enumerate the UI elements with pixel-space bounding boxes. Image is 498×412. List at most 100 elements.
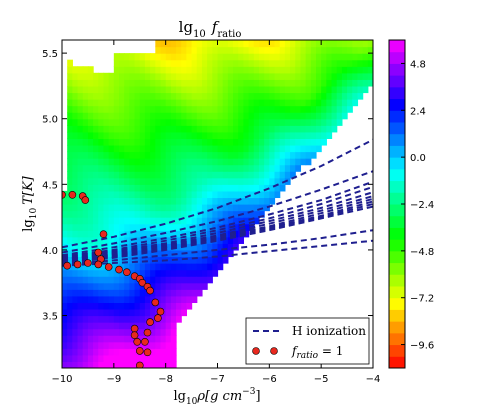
heatmap-cell [87,249,94,258]
heatmap-cell [212,164,219,172]
heatmap-cell [201,269,208,277]
heatmap-cell [170,302,177,310]
heatmap-cell [103,302,110,310]
heatmap-cell [134,112,141,120]
heatmap-cell [150,197,156,205]
heatmap-cell [134,269,141,277]
heatmap-cell [196,223,203,231]
heatmap-cell [139,171,146,179]
heatmap-cell [326,125,333,133]
heatmap-cell [248,79,255,87]
heatmap-cell [129,59,136,67]
heatmap-cell [315,72,322,80]
heatmap-cell [176,144,182,153]
heatmap-cell [129,53,136,61]
heatmap-cell [77,79,84,87]
heatmap-cell [264,99,270,107]
heatmap-cell [248,197,255,205]
heatmap-cell [233,59,239,67]
heatmap-cell [124,158,130,166]
heatmap-cell [139,85,146,94]
heatmap-cell [103,177,110,185]
heatmap-cell [264,190,270,199]
heatmap-cell [62,276,68,284]
heatmap-cell [165,269,172,277]
heatmap-cell [165,361,172,368]
heatmap-cell [62,308,68,317]
heatmap-cell [108,72,115,80]
heatmap-cell [134,243,141,251]
heatmap-cell [160,302,167,310]
heatmap-cell [258,138,265,146]
heatmap-cell [248,59,255,67]
heatmap-cell [217,131,224,139]
heatmap-cell [352,40,359,48]
heatmap-cell [62,217,68,225]
heatmap-cell [331,112,338,120]
heatmap-cell [139,204,146,212]
heatmap-cell [336,53,343,61]
heatmap-cell [181,125,187,133]
heatmap-cell [98,217,105,225]
heatmap-cell [113,92,120,100]
heatmap-cell [82,210,89,218]
heatmap-cell [326,99,333,107]
heatmap-cell [144,204,151,212]
heatmap-cell [305,105,312,113]
heatmap-cell [191,197,198,205]
heatmap-cell [139,79,146,87]
heatmap-cell [207,184,213,192]
heatmap-cell [217,243,224,251]
heatmap-cell [87,204,94,212]
heatmap-cell [67,59,73,67]
heatmap-cell [248,85,255,94]
heatmap-cell [134,210,141,218]
colorbar-segment [389,204,405,217]
heatmap-cell [103,217,110,225]
heatmap-cell [155,289,162,297]
heatmap-cell [321,131,327,139]
heatmap-cell [119,72,125,80]
heatmap-cell [113,197,120,205]
heatmap-cell [315,92,322,100]
heatmap-cell [212,263,219,271]
heatmap-cell [284,151,291,159]
heatmap-cell [310,85,317,94]
heatmap-cell [269,112,276,120]
heatmap-cell [82,328,89,336]
heatmap-cell [279,171,286,179]
heatmap-cell [201,276,208,284]
x-tick-label: −4 [366,374,381,385]
heatmap-cell [227,158,234,166]
heatmap-cell [119,105,125,113]
heatmap-cell [181,295,187,303]
heatmap-cell [347,46,353,54]
heatmap-cell [62,269,68,277]
heatmap-cell [129,79,136,87]
heatmap-cell [305,53,312,61]
heatmap-cell [67,282,73,290]
heatmap-cell [212,138,219,146]
heatmap-cell [139,269,146,277]
heatmap-cell [155,72,162,80]
heatmap-cell [150,308,156,317]
colorbar-segment [389,133,405,146]
heatmap-cell [233,236,239,244]
heatmap-cell [98,99,105,107]
heatmap-cell [233,40,239,48]
heatmap-cell [144,158,151,166]
colorbar-segment [389,168,405,182]
heatmap-cell [72,158,79,166]
heatmap-cell [181,112,187,120]
heatmap-cell [233,131,239,139]
heatmap-cell [269,85,276,94]
heatmap-cell [87,138,94,146]
heatmap-cell [284,138,291,146]
heatmap-cell [67,341,73,349]
heatmap-cell [357,79,364,87]
heatmap-cell [243,59,250,67]
heatmap-cell [331,46,338,54]
x-tick-label: −5 [314,374,329,385]
heatmap-cell [119,164,125,172]
heatmap-cell [212,125,219,133]
